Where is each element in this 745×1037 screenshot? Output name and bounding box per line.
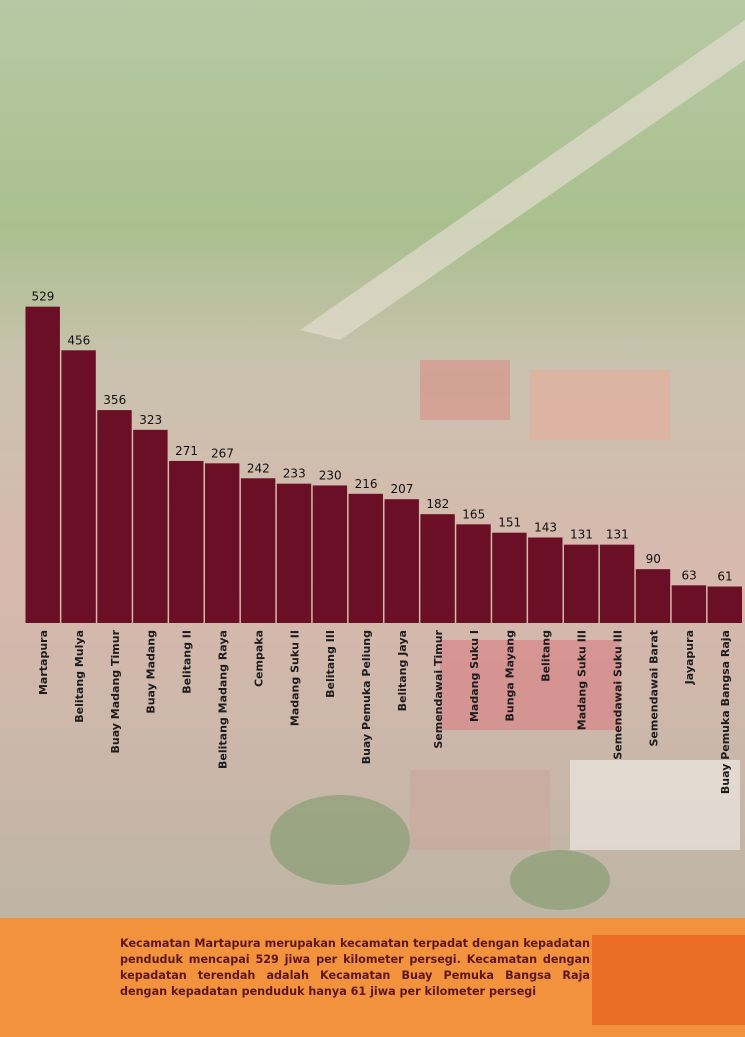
bar <box>61 350 96 623</box>
value-label: 131 <box>570 528 593 542</box>
value-label: 61 <box>717 570 732 584</box>
bar <box>635 569 671 623</box>
value-label: 233 <box>283 467 306 481</box>
value-label: 242 <box>247 461 270 475</box>
bar <box>384 499 419 623</box>
category-label: Semendawai Suku III <box>611 630 624 760</box>
footer-accent <box>592 935 745 1025</box>
category-label: Cempaka <box>252 630 265 687</box>
value-label: 63 <box>682 568 697 582</box>
value-label: 323 <box>139 413 162 427</box>
category-label: Madang Suku II <box>288 630 301 726</box>
category-label: Buay Pemuka Peliung <box>360 630 373 764</box>
category-label: Madang Suku III <box>575 630 588 730</box>
bar <box>133 429 168 623</box>
value-label: 90 <box>646 552 661 566</box>
category-label: Belitang <box>540 630 553 682</box>
value-label: 207 <box>390 482 413 496</box>
category-label: Jayapura <box>683 630 696 685</box>
value-label: 182 <box>426 497 449 511</box>
bar <box>97 410 132 623</box>
bar <box>205 463 240 623</box>
bar <box>169 460 204 623</box>
category-label: Buay Madang Timur <box>109 629 122 753</box>
bar <box>564 544 599 623</box>
category-label: Belitang Jaya <box>396 630 409 711</box>
category-label: Belitang Mulya <box>73 630 86 723</box>
bar <box>707 586 742 623</box>
value-label: 267 <box>211 446 234 460</box>
bar <box>25 306 60 623</box>
value-label: 271 <box>175 444 198 458</box>
value-label: 230 <box>319 468 342 482</box>
bar <box>420 514 455 623</box>
category-label: Belitang II <box>181 630 194 694</box>
value-label: 529 <box>31 290 54 304</box>
category-label: Madang Suku I <box>468 630 481 722</box>
value-label: 165 <box>462 507 485 521</box>
bar <box>312 485 348 623</box>
value-label: 356 <box>103 393 126 407</box>
bar <box>276 483 312 623</box>
value-label: 143 <box>534 520 557 534</box>
footer-band: Kecamatan Martapura merupakan kecamatan … <box>0 918 745 1037</box>
category-label: Belitang III <box>324 630 337 698</box>
category-label: Belitang Madang Raya <box>216 630 229 769</box>
bar <box>492 532 527 623</box>
footer-text: Kecamatan Martapura merupakan kecamatan … <box>120 937 590 998</box>
bar <box>528 537 563 623</box>
bar <box>240 478 276 623</box>
chart: 529 Martapura 456 Belitang Mulya 356 Buay Mad… <box>25 290 742 794</box>
bar <box>599 544 635 623</box>
value-label: 216 <box>355 477 378 491</box>
category-label: Buay Madang <box>145 630 158 714</box>
bar <box>456 524 491 623</box>
category-label: Semendawai Barat <box>647 630 660 747</box>
value-label: 151 <box>498 516 521 530</box>
value-label: 456 <box>67 333 90 347</box>
value-label: 131 <box>606 528 629 542</box>
category-label: Buay Pemuka Bangsa Raja <box>719 630 732 794</box>
category-label: Semendawai Timur <box>432 629 445 748</box>
category-label: Martapura <box>37 630 50 695</box>
bar <box>348 493 383 623</box>
bar <box>671 585 707 623</box>
category-label: Bunga Mayang <box>504 630 517 722</box>
